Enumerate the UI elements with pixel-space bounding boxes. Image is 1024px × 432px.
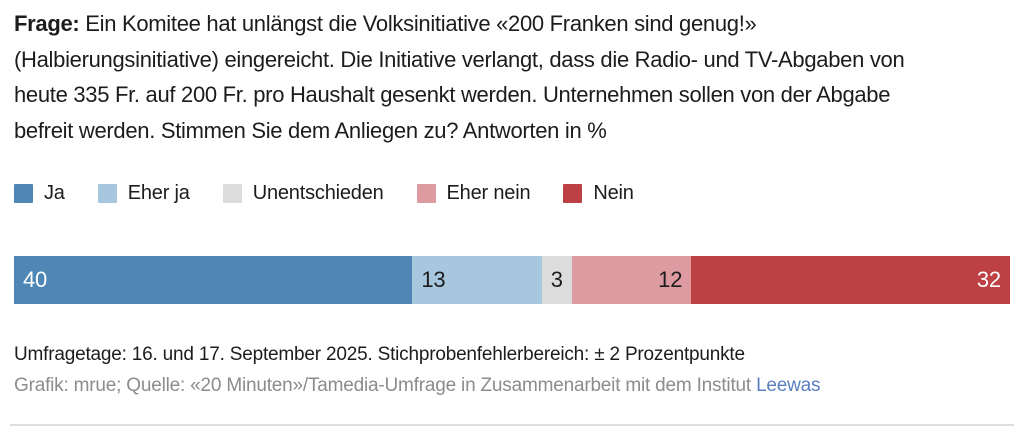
- bar-segment-value: 32: [976, 267, 1001, 292]
- legend-item: Eher nein: [416, 181, 531, 205]
- question-line: heute 335 Fr. auf 200 Fr. pro Haushalt g…: [14, 82, 891, 107]
- bottom-divider: [10, 424, 1014, 426]
- question-line: (Halbierungsinitiative) eingereicht. Die…: [14, 46, 905, 72]
- question-line: Frage: Ein Komitee hat unlängst die Volk…: [14, 6, 1010, 42]
- legend-swatch: [97, 183, 117, 203]
- legend-item: Ja: [14, 182, 65, 205]
- legend-item: Unentschieden: [222, 181, 384, 205]
- source-credit-text: Grafik: mrue; Quelle: «20 Minuten»/Tamed…: [14, 375, 1010, 397]
- bar-segment-value: 40: [23, 267, 48, 292]
- legend-label: Eher nein: [446, 181, 531, 204]
- stacked-bar: 40 13 3 12 32: [14, 256, 1010, 304]
- bar-segment: 32: [691, 256, 1010, 304]
- legend-label: Ja: [44, 181, 65, 204]
- question-line-text: Ein Komitee hat unlängst die Volksinitia…: [85, 11, 757, 36]
- bar-segment-value: 3: [550, 267, 563, 292]
- question-label: Frage:: [14, 11, 80, 36]
- bar-segment: 40: [14, 256, 413, 304]
- legend-label: Eher ja: [127, 181, 190, 204]
- bar-segment-value: 13: [421, 267, 446, 292]
- legend-item: Nein: [563, 181, 634, 205]
- question-line: befreit werden. Stimmen Sie dem Anliegen…: [14, 117, 607, 143]
- bar-segment-value: 12: [658, 267, 683, 292]
- legend-swatch: [14, 183, 33, 203]
- source-credit-prefix: Grafik: mrue; Quelle: «20 Minuten»/Tamed…: [14, 375, 757, 396]
- legend-label: Unentschieden: [252, 181, 384, 204]
- leewas-link[interactable]: Leewas: [756, 375, 821, 396]
- legend-item: Eher ja: [97, 181, 190, 205]
- legend: Ja Eher ja Unentschieden Eher nein Nein: [14, 181, 1010, 205]
- bar-segment: 12: [571, 256, 692, 304]
- bar-segment: 13: [412, 256, 542, 304]
- legend-swatch: [563, 183, 583, 203]
- bar-segment: 3: [541, 256, 572, 304]
- legend-swatch: [222, 183, 242, 203]
- legend-swatch: [416, 183, 436, 203]
- legend-label: Nein: [593, 181, 634, 204]
- survey-info-text: Umfragetage: 16. und 17. September 2025.…: [14, 344, 745, 365]
- question-text: Frage: Ein Komitee hat unlängst die Volk…: [14, 6, 1010, 148]
